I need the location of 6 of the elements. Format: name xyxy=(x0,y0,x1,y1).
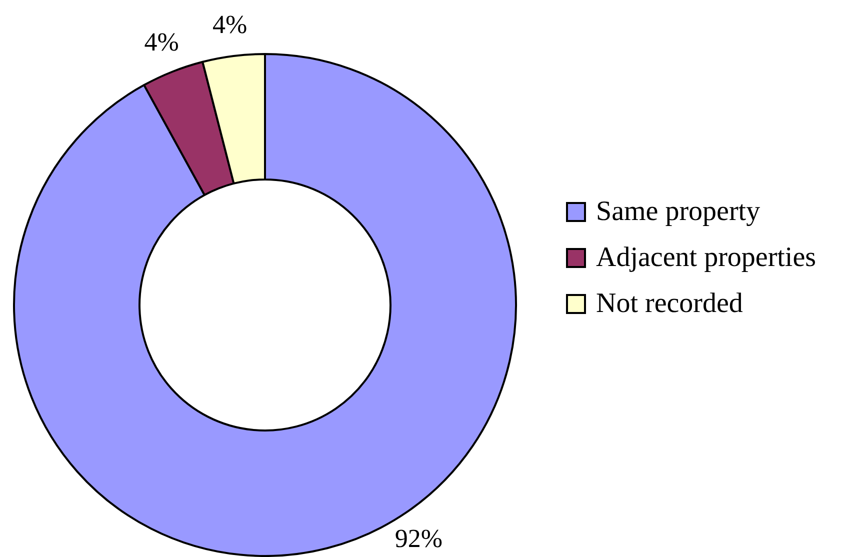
data-label: 4% xyxy=(144,28,179,57)
legend-label: Adjacent properties xyxy=(596,242,816,274)
data-label: 4% xyxy=(212,10,248,40)
data-label: 92% xyxy=(394,524,443,554)
legend-label: Same property xyxy=(596,196,760,228)
legend-label: Not recorded xyxy=(596,288,743,320)
